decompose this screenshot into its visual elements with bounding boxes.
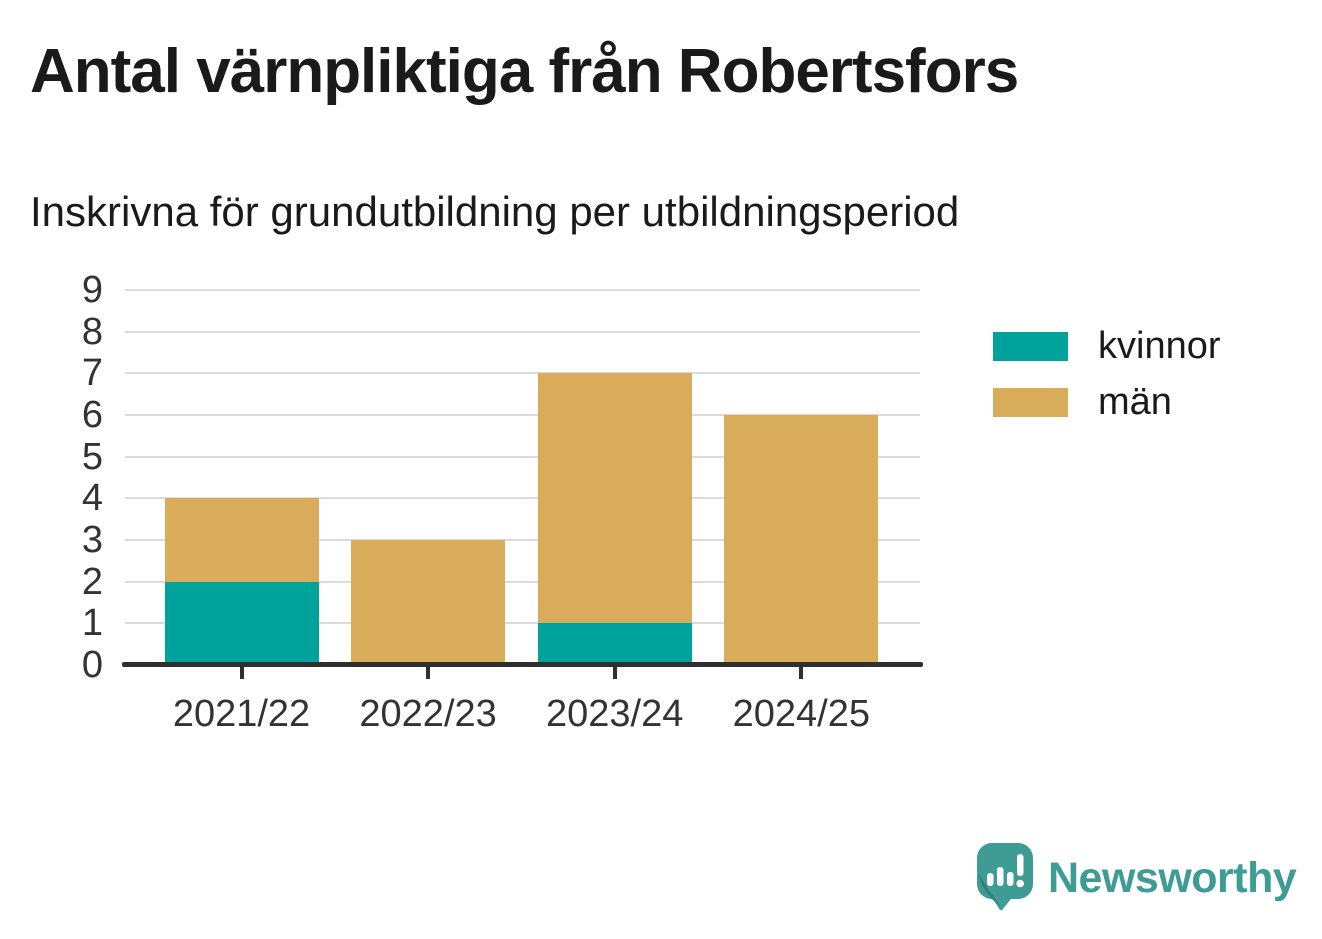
y-tick-label: 6 — [81, 394, 103, 436]
bar-segment-män — [351, 540, 506, 665]
legend-item-män: män — [993, 381, 1221, 423]
newsworthy-logo-text: Newsworthy — [1048, 854, 1297, 902]
x-tick-label: 2023/24 — [546, 693, 684, 735]
x-tick-label: 2024/25 — [732, 693, 870, 735]
x-axis-tick — [799, 667, 804, 679]
y-tick-label: 3 — [81, 519, 103, 561]
legend-swatch-män — [993, 388, 1068, 417]
x-axis-tick — [612, 667, 617, 679]
bar-segment-män — [164, 498, 319, 582]
legend-label: kvinnor — [1098, 325, 1221, 367]
newsworthy-logo-icon — [976, 842, 1034, 915]
gridline — [125, 414, 920, 416]
branding-lockup: Newsworthy — [976, 842, 1297, 915]
y-tick-label: 4 — [81, 477, 103, 520]
gridline — [125, 455, 920, 458]
y-tick-label: 2 — [81, 560, 103, 603]
y-tick-label: 0 — [81, 644, 103, 686]
legend-item-kvinnor: kvinnor — [993, 325, 1221, 367]
gridline — [125, 497, 920, 500]
x-axis-tick — [426, 667, 431, 679]
gridline — [125, 372, 920, 375]
gridline — [125, 539, 920, 541]
gridline — [125, 330, 920, 333]
chart-subtitle: Inskrivna för grundutbildning per utbild… — [30, 188, 960, 235]
gridline — [125, 580, 920, 583]
bar-segment-kvinnor — [164, 581, 319, 665]
legend-label: män — [1098, 381, 1172, 423]
chart-title: Antal värnpliktiga från Robertsfors — [30, 37, 1019, 106]
x-tick-label: 2021/22 — [172, 693, 311, 735]
legend: kvinnor män — [993, 325, 1221, 444]
y-tick-label: 8 — [81, 310, 103, 353]
x-tick-label: 2022/23 — [359, 693, 497, 735]
y-tick-label: 9 — [81, 269, 103, 311]
y-tick-label: 5 — [81, 435, 103, 478]
bar-segment-kvinnor — [537, 623, 692, 665]
y-tick-label: 1 — [81, 602, 103, 645]
y-tick-label: 7 — [81, 352, 103, 395]
gridline — [125, 289, 920, 291]
bar-segment-män — [537, 373, 692, 624]
x-axis-tick — [239, 667, 244, 679]
legend-swatch-kvinnor — [993, 332, 1068, 361]
bar-segment-män — [724, 415, 879, 665]
x-axis-line — [122, 662, 923, 667]
gridline — [125, 622, 920, 625]
